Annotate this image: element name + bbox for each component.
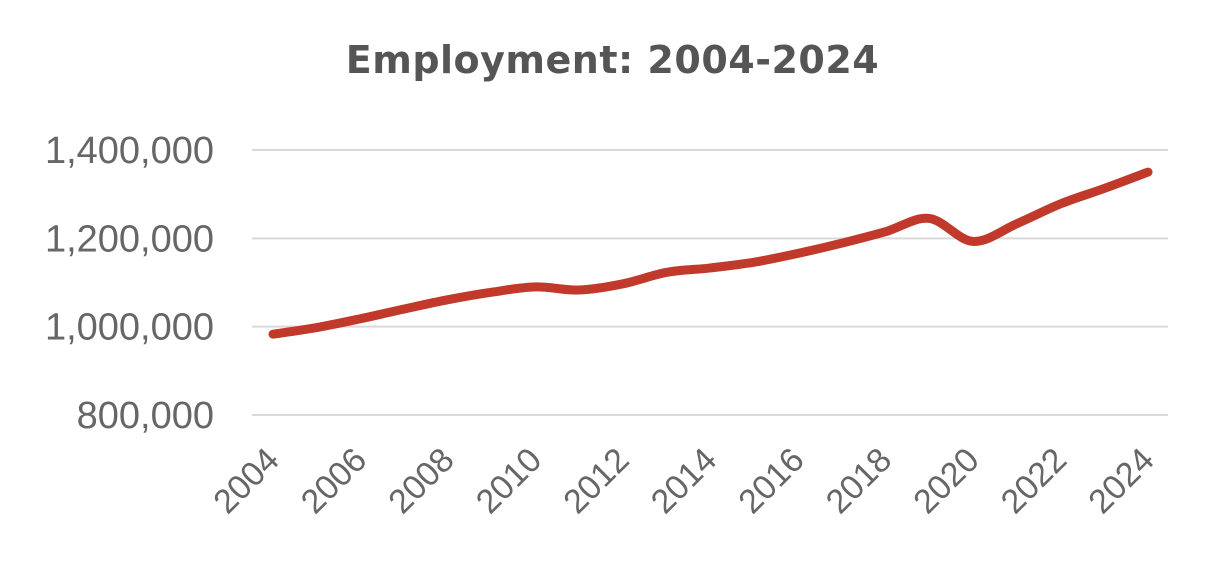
y-axis-tick-labels: 800,000 1,000,000 1,200,000 1,400,000: [45, 130, 214, 437]
data-point: [400, 305, 408, 313]
x-tick-label: 2006: [294, 441, 374, 521]
x-tick-label: 2016: [731, 441, 811, 521]
y-tick-label: 1,000,000: [45, 307, 214, 349]
gridlines: [252, 149, 1168, 416]
x-tick-label: 2018: [819, 441, 899, 521]
data-point: [707, 264, 715, 272]
data-point: [575, 286, 583, 294]
data-point: [532, 283, 540, 291]
data-point: [882, 228, 890, 236]
x-tick-label: 2022: [994, 441, 1074, 521]
data-point: [444, 296, 452, 304]
x-tick-label: 2008: [381, 441, 461, 521]
x-tick-label: 2020: [906, 441, 986, 521]
data-point: [488, 288, 496, 296]
chart-title: Employment: 2004-2024: [345, 38, 880, 82]
y-tick-label: 1,200,000: [45, 218, 214, 260]
data-point: [1144, 168, 1152, 176]
y-tick-label: 800,000: [77, 395, 214, 437]
data-point: [838, 239, 846, 247]
data-point: [313, 324, 321, 332]
x-tick-label: 2012: [556, 441, 636, 521]
x-tick-label: 2014: [644, 441, 724, 521]
data-point: [619, 280, 627, 288]
x-tick-label: 2024: [1081, 441, 1161, 521]
data-point: [794, 249, 802, 257]
data-point: [1100, 184, 1108, 192]
data-point: [663, 268, 671, 276]
series-layer: [268, 167, 1153, 339]
data-point: [357, 315, 365, 323]
data-point: [1057, 200, 1065, 208]
x-axis-tick-labels: 2004 2006 2008 2010 2012 2014 2016 2018 2020 2022…: [206, 441, 1161, 521]
y-tick-label: 1,400,000: [45, 130, 214, 172]
data-point: [1013, 220, 1021, 228]
data-point: [925, 214, 933, 222]
series-line: [268, 167, 1153, 339]
data-point: [750, 258, 758, 266]
x-tick-label: 2004: [206, 441, 286, 521]
x-tick-label: 2010: [469, 441, 549, 521]
data-point: [269, 330, 277, 338]
data-point: [969, 237, 977, 245]
